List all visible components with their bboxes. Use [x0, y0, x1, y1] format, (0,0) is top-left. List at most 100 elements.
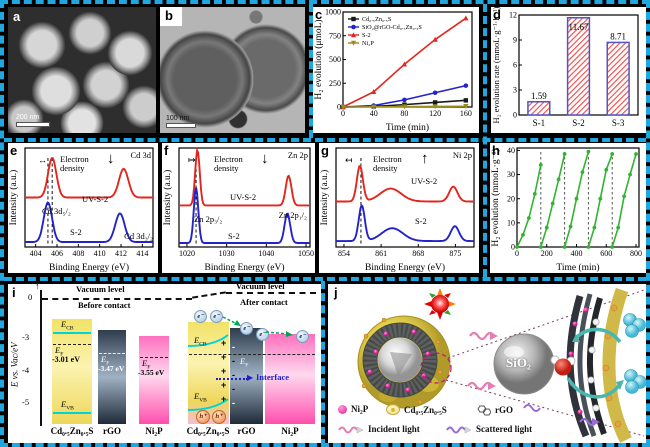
- svg-text:861: 861: [375, 249, 387, 258]
- peak-label-right: Zn 2p₁/₂: [278, 210, 307, 220]
- legend-item-rgo: rGO: [476, 404, 513, 416]
- sun-icon: [424, 288, 456, 320]
- rgo-band-block-before: [98, 330, 126, 424]
- svg-text:500: 500: [329, 55, 341, 64]
- ef-label-czs: EF: [55, 345, 64, 358]
- svg-text:SiO₂@rGO-Cd₀.₅Zn₀.₅S: SiO₂@rGO-Cd₀.₅Zn₀.₅S: [362, 24, 422, 31]
- shift-arrow-icon: ↦: [188, 155, 196, 165]
- legend-item-incident: Incident light: [338, 424, 420, 434]
- svg-text:40: 40: [507, 146, 515, 155]
- panel-f-xps-zn2p: f 1020 1030 1040 1050 Binding Energy (eV) Int…: [162, 143, 315, 273]
- legend-item-scattered: Scattered light: [446, 424, 532, 434]
- svg-text:404: 404: [30, 249, 42, 258]
- svg-text:800: 800: [630, 249, 642, 258]
- rgo-sheets: [566, 287, 632, 443]
- panel-j-label: j: [334, 285, 338, 300]
- sem-image: [8, 7, 156, 133]
- panel-j-mechanism-schematic: j SiO₂ Ni₂P Cd₀.₅Zn₀.₅S rGO Incident lig…: [328, 284, 646, 443]
- xps-region-label: Ni 2p: [452, 150, 472, 160]
- panel-i-band-diagram: i E vs. Vac/eV ↑ 0 -3 -4 -5 Vacuum level…: [8, 281, 321, 443]
- svg-text:Intensity (a.u.): Intensity (a.u.): [319, 170, 330, 226]
- down-arrow-icon: ↓: [261, 151, 269, 167]
- ef-label-rgo: EF: [101, 354, 110, 367]
- svg-text:160: 160: [460, 109, 472, 118]
- svg-text:750: 750: [329, 31, 341, 40]
- divider-vertical-ij: [321, 281, 325, 443]
- svg-text:0: 0: [511, 243, 515, 252]
- panel-d-rate-bar-chart: d 0 3 6 9 12 H₂ evolution rate (mmoL·g⁻¹·h⁻¹)…: [491, 6, 646, 133]
- panel-a-sem-micrograph: a 200 nm: [8, 7, 156, 133]
- interface-label: Interface: [256, 372, 290, 382]
- plus-charge: +: [221, 338, 227, 348]
- hole-icon: h⁺: [196, 410, 210, 424]
- svg-text:9: 9: [513, 36, 517, 45]
- down-arrow-icon: ↓: [107, 151, 115, 167]
- vacuum-level-text-before: Vacuum level: [76, 284, 125, 294]
- panel-e-xps-cd3d: e 404 406 408 410 412 414 Binding Energy (eV) I…: [8, 143, 158, 273]
- svg-text:0: 0: [337, 103, 341, 112]
- svg-text:Time (min): Time (min): [556, 262, 599, 273]
- hole-icon: h⁺: [212, 410, 226, 424]
- vacuum-level-line-before: [42, 298, 192, 300]
- evb-label-before: EVB: [61, 399, 74, 412]
- fermi-level-rgo-line: [99, 353, 125, 354]
- ecb-label-after: ECB: [194, 335, 207, 348]
- svg-text:120: 120: [429, 109, 441, 118]
- svg-text:1000: 1000: [325, 8, 341, 17]
- plus-charge: +: [221, 352, 227, 362]
- electron-transfer-arrows: [222, 316, 293, 337]
- ni2p-band-block-before: [139, 336, 169, 424]
- svg-text:40: 40: [370, 109, 378, 118]
- svg-text:Intensity (a.u.): Intensity (a.u.): [8, 170, 19, 226]
- xps-zn2p-chart: 1020 1030 1040 1050 Binding Energy (eV) Inten…: [162, 147, 314, 273]
- svg-text:0: 0: [513, 111, 517, 120]
- electron-icon: e⁻: [210, 310, 223, 323]
- xps-ni2p-chart: 854 861 868 875 Binding Energy (eV) Intensity…: [319, 147, 475, 273]
- divider-horizontal-2: [4, 277, 646, 281]
- panel-c-h2-evolution-chart: c 0 40 80 120 160 0 250 500 750 1000 Time (min) H₂ …: [313, 7, 479, 133]
- panel-f-label: f: [164, 143, 169, 158]
- common-fermi-level-line: [189, 354, 315, 355]
- electron-icon: e⁻: [194, 310, 207, 323]
- scale-bar-text-a: 200 nm: [16, 114, 40, 121]
- curve-label-s2: S-2: [70, 227, 82, 237]
- plus-charge: +: [221, 394, 227, 404]
- vacuum-level-line-after: [226, 292, 316, 294]
- h2-cycling-chart: 0 200 400 600 800 0 10 20 30 40 Time (min) H₂ evolu…: [490, 146, 642, 273]
- rgo-band-block-after: [230, 328, 263, 424]
- xps-cd3d-chart: 404 406 408 410 412 414 Binding Energy (eV) Int…: [8, 147, 154, 273]
- curve-label-s2: S-2: [228, 231, 240, 241]
- svg-text:1030: 1030: [219, 249, 235, 258]
- minus-charge: -: [232, 342, 235, 352]
- panel-b-label: b: [165, 8, 173, 23]
- vacuum-level-text-after: Vacuum level: [236, 281, 285, 291]
- sio2-label: SiO₂: [506, 355, 531, 370]
- material-label-ni2p-before: Ni₂P: [145, 426, 163, 436]
- after-contact-text: After contact: [240, 297, 288, 307]
- minus-charge: -: [232, 370, 235, 380]
- curve-label-uv-s2: UV-S-2: [82, 194, 109, 204]
- svg-text:Cd₀.₅Zn₀.₅S: Cd₀.₅Zn₀.₅S: [362, 16, 392, 23]
- composite-sphere: [357, 315, 452, 409]
- svg-text:H₂ evolution (mmoL·g⁻¹): H₂ evolution (mmoL·g⁻¹): [490, 148, 501, 246]
- xps-region-label: Zn 2p: [287, 150, 308, 160]
- svg-text:400: 400: [571, 249, 583, 258]
- svg-text:408: 408: [72, 249, 84, 258]
- peak-label-left: Cd 3d₅/₂: [42, 206, 71, 216]
- svg-text:854: 854: [338, 249, 350, 258]
- svg-text:412: 412: [115, 249, 127, 258]
- svg-text:8.71: 8.71: [610, 31, 626, 41]
- schematic-illustration: [357, 287, 646, 443]
- h2o-molecule: [550, 355, 576, 376]
- divider-vertical-right-col: [483, 4, 487, 277]
- panel-c-label: c: [315, 7, 323, 22]
- material-label-rgo-after: rGO: [237, 426, 256, 436]
- incident-light-icon: [338, 426, 364, 434]
- tick-m5: -5: [22, 397, 30, 407]
- scattered-light-arrows: [523, 404, 600, 427]
- h2-evolution-line-chart: 0 40 80 120 160 0 250 500 750 1000 Time (min) H₂ ev…: [313, 8, 473, 133]
- xps-region-label: Cd 3d: [130, 150, 151, 160]
- panel-a-label: a: [13, 9, 21, 24]
- svg-text:80: 80: [400, 109, 408, 118]
- ef-value-czs: -3.01 eV: [52, 355, 80, 364]
